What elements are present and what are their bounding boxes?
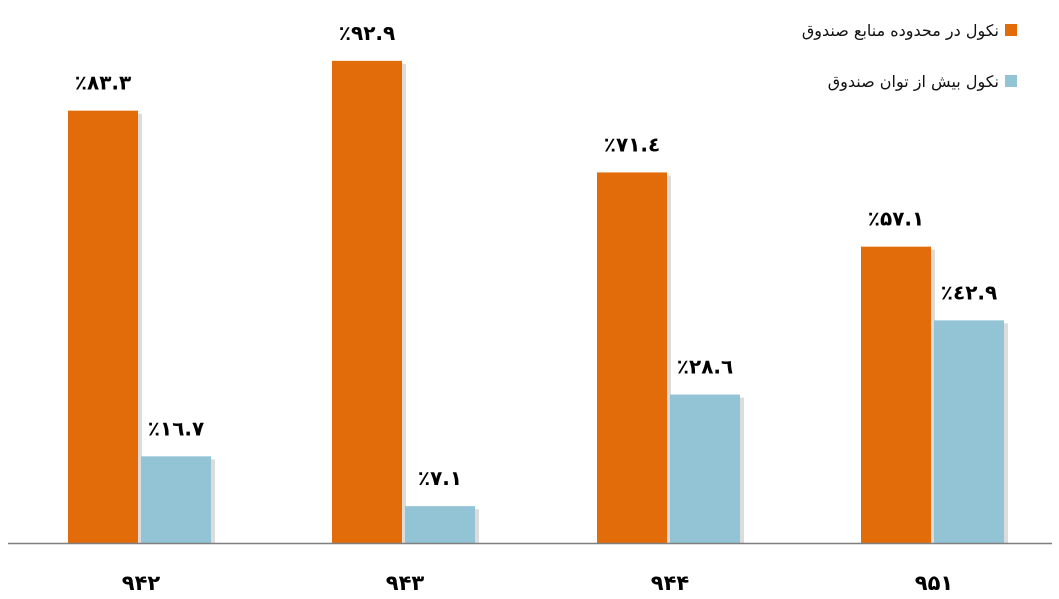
- bar-shadow: [931, 249, 935, 543]
- x-tick-label-1: ۹۴۲: [122, 571, 161, 595]
- data-label-series2-cat1: ٪۱٦.۷: [148, 416, 204, 440]
- legend-item-within-fund: نکول در محدوده منابع صندوق: [802, 18, 1017, 42]
- bar-shadow: [402, 63, 406, 543]
- bar-series2-cat1: [141, 456, 211, 543]
- x-tick-label-3: ۹۴۴: [651, 571, 690, 595]
- legend-item-beyond-fund: نکول بیش از توان صندوق: [802, 69, 1017, 93]
- data-label-series1-cat2: ٪۹۲.۹: [339, 21, 395, 45]
- data-label-series1-cat3: ٪۷۱.٤: [604, 132, 660, 156]
- bar-series2-cat3: [670, 394, 740, 543]
- x-tick-label-2: ۹۴۳: [386, 571, 425, 595]
- x-tick-label-4: ۹۵۱: [915, 571, 953, 595]
- bar-series2-cat4: [934, 320, 1004, 543]
- bar-shadow: [740, 397, 744, 543]
- legend-label-beyond-fund: نکول بیش از توان صندوق: [827, 71, 999, 91]
- bar-shadow: [1004, 323, 1008, 543]
- data-label-series1-cat4: ٪۵۷.۱: [868, 207, 924, 231]
- bar-shadow: [138, 113, 142, 543]
- bar-series1-cat3: [597, 172, 667, 543]
- data-label-series1-cat1: ٪۸۳.۳: [75, 71, 131, 95]
- bar-series1-cat4: [861, 246, 931, 543]
- legend-swatch-blue: [1005, 75, 1017, 87]
- data-label-series2-cat3: ٪۲۸.٦: [677, 355, 733, 379]
- bar-shadow: [475, 509, 479, 543]
- legend-swatch-orange: [1005, 24, 1017, 36]
- legend-label-within-fund: نکول در محدوده منابع صندوق: [801, 20, 999, 40]
- chart-legend: نکول در محدوده منابع صندوق نکول بیش از ت…: [802, 18, 1017, 120]
- bar-series2-cat2: [405, 506, 475, 543]
- bar-shadow: [667, 175, 671, 543]
- bar-series1-cat2: [332, 60, 402, 543]
- data-label-series2-cat4: ٪٤۲.۹: [941, 280, 997, 304]
- bar-shadow: [211, 459, 215, 543]
- data-label-series2-cat2: ٪۷.۱: [418, 466, 462, 490]
- bar-series1-cat1: [68, 110, 138, 543]
